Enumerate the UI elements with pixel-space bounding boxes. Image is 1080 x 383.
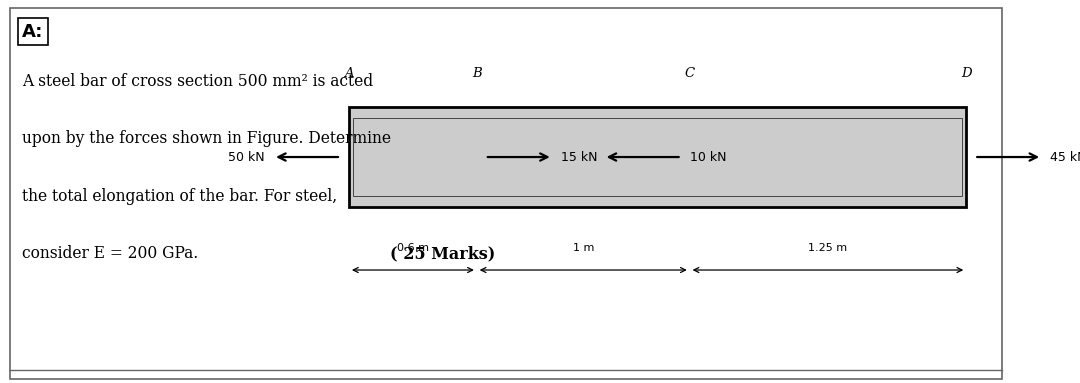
Text: 1.25 m: 1.25 m bbox=[808, 243, 848, 253]
Text: 1 m: 1 m bbox=[572, 243, 594, 253]
Text: 0.6 m: 0.6 m bbox=[397, 243, 429, 253]
Text: ( 25 Marks): ( 25 Marks) bbox=[390, 245, 495, 262]
Text: 10 kN: 10 kN bbox=[690, 151, 726, 164]
Text: A steel bar of cross section 500 mm² is acted: A steel bar of cross section 500 mm² is … bbox=[23, 73, 374, 90]
Text: 15 kN: 15 kN bbox=[561, 151, 597, 164]
Text: A: A bbox=[345, 67, 354, 80]
Bar bbox=[349, 107, 967, 207]
Bar bbox=[353, 118, 962, 196]
Text: the total elongation of the bar. For steel,: the total elongation of the bar. For ste… bbox=[23, 188, 337, 205]
Text: B: B bbox=[472, 67, 482, 80]
Text: upon by the forces shown in Figure. Determine: upon by the forces shown in Figure. Dete… bbox=[23, 130, 391, 147]
Text: consider E = 200 GPa.: consider E = 200 GPa. bbox=[23, 245, 199, 262]
Text: 45 kN: 45 kN bbox=[1050, 151, 1080, 164]
Text: D: D bbox=[961, 67, 972, 80]
Text: 50 kN: 50 kN bbox=[229, 151, 265, 164]
Text: A:: A: bbox=[23, 23, 43, 41]
Text: C: C bbox=[685, 67, 694, 80]
